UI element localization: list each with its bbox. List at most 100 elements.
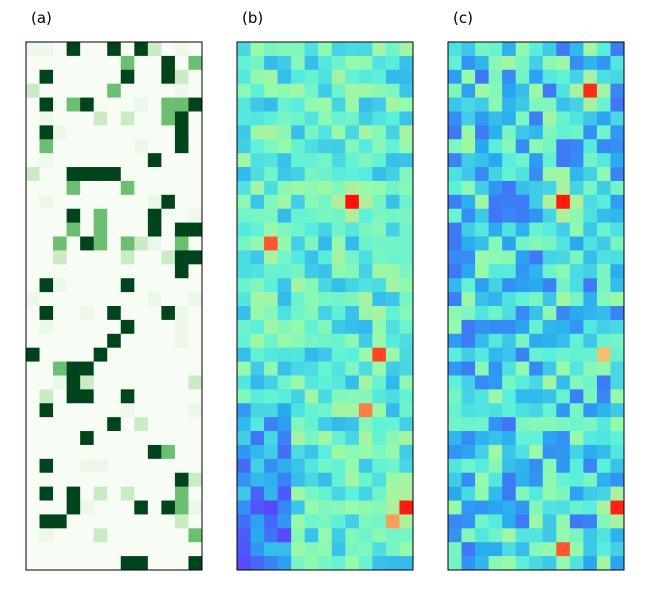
- heatmap-cell: [39, 472, 54, 488]
- heatmap-cell: [237, 278, 251, 293]
- heatmap-cell: [515, 42, 530, 57]
- heatmap-cell: [556, 139, 571, 154]
- heatmap-cell: [475, 250, 490, 265]
- heatmap-cell: [304, 486, 319, 501]
- heatmap-cell: [250, 153, 265, 168]
- heatmap-cell: [542, 139, 557, 154]
- heatmap-cell: [304, 389, 319, 404]
- heatmap-cell: [237, 444, 251, 460]
- heatmap-cell: [107, 208, 122, 224]
- heatmap-cell: [161, 236, 176, 251]
- heatmap-cell: [250, 194, 265, 210]
- heatmap-cell: [385, 264, 400, 279]
- heatmap-cell: [161, 55, 176, 71]
- heatmap-cell: [448, 125, 462, 140]
- heatmap-cell: [188, 194, 203, 210]
- heatmap-cell: [93, 375, 108, 390]
- heatmap-cell: [291, 347, 306, 362]
- heatmap-cell: [610, 403, 625, 418]
- heatmap-cell: [556, 319, 571, 335]
- heatmap-cell: [475, 472, 490, 488]
- heatmap-cell: [475, 444, 490, 460]
- heatmap-cell: [174, 125, 189, 140]
- heatmap-cell: [80, 306, 95, 321]
- heatmap-cell: [399, 347, 414, 362]
- heatmap-cell: [372, 167, 387, 182]
- heatmap-cell: [515, 486, 530, 501]
- heatmap-cell: [134, 514, 149, 529]
- heatmap-cell: [556, 278, 571, 293]
- heatmap-cell: [80, 542, 95, 557]
- heatmap-cell: [569, 486, 584, 501]
- heatmap-cell: [331, 264, 346, 279]
- heatmap-cell: [120, 208, 135, 224]
- heatmap-cell: [53, 528, 68, 543]
- heatmap-cell: [66, 250, 81, 265]
- heatmap-cell: [542, 431, 557, 446]
- heatmap-cell: [399, 333, 414, 349]
- heatmap-cell: [515, 153, 530, 168]
- heatmap-cell: [358, 375, 373, 390]
- heatmap-cell: [188, 111, 203, 126]
- heatmap-cell: [399, 278, 414, 293]
- heatmap-cell: [596, 111, 611, 126]
- heatmap-cell: [556, 389, 571, 404]
- heatmap-cell: [39, 55, 54, 71]
- heatmap-cell: [399, 292, 414, 307]
- heatmap-cell: [26, 292, 40, 307]
- heatmap-cell: [358, 236, 373, 251]
- heatmap-cell: [66, 278, 81, 293]
- heatmap-cell: [53, 403, 68, 418]
- heatmap-cell: [502, 167, 517, 182]
- heatmap-cell: [596, 264, 611, 279]
- heatmap-cell: [80, 69, 95, 85]
- heatmap-cell: [277, 542, 292, 557]
- heatmap-cell: [161, 556, 176, 571]
- heatmap-cell: [610, 194, 625, 210]
- heatmap-cell: [304, 236, 319, 251]
- heatmap-cell: [237, 514, 251, 529]
- heatmap-cell: [358, 514, 373, 529]
- heatmap-cell: [80, 333, 95, 349]
- heatmap-cell: [134, 528, 149, 543]
- heatmap-cell: [318, 417, 333, 432]
- heatmap-cell: [134, 333, 149, 349]
- heatmap-cell: [345, 319, 360, 335]
- heatmap-cell: [120, 83, 135, 98]
- heatmap-cell: [596, 208, 611, 224]
- heatmap-cell: [515, 319, 530, 335]
- heatmap-cell: [448, 264, 462, 279]
- heatmap-cell: [80, 167, 95, 182]
- heatmap-cell: [610, 180, 625, 196]
- heatmap-cell: [372, 542, 387, 557]
- heatmap-cell: [93, 306, 108, 321]
- heatmap-cell: [318, 486, 333, 501]
- heatmap-cell: [556, 375, 571, 390]
- heatmap-cell: [461, 42, 476, 57]
- heatmap-cell: [66, 403, 81, 418]
- heatmap-cell: [358, 83, 373, 98]
- heatmap-cell: [515, 111, 530, 126]
- heatmap-cell: [515, 97, 530, 112]
- heatmap-cell: [277, 431, 292, 446]
- heatmap-cell: [304, 278, 319, 293]
- heatmap-cell: [448, 347, 462, 362]
- heatmap-cell: [529, 514, 544, 529]
- heatmap-cell: [304, 472, 319, 488]
- heatmap-cell: [542, 458, 557, 474]
- heatmap-cell: [26, 111, 40, 126]
- heatmap-cell: [264, 97, 279, 112]
- heatmap-cell: [174, 55, 189, 71]
- heatmap-cell: [120, 97, 135, 112]
- heatmap-cell: [385, 417, 400, 432]
- heatmap-cell: [345, 97, 360, 112]
- heatmap-cell: [461, 375, 476, 390]
- heatmap-cell: [542, 319, 557, 335]
- heatmap-cell: [107, 167, 122, 182]
- heatmap-cell: [264, 83, 279, 98]
- heatmap-cell: [475, 486, 490, 501]
- heatmap-cell: [93, 167, 108, 182]
- heatmap-cell: [372, 458, 387, 474]
- heatmap-cell: [583, 486, 598, 501]
- heatmap-cell: [26, 167, 40, 182]
